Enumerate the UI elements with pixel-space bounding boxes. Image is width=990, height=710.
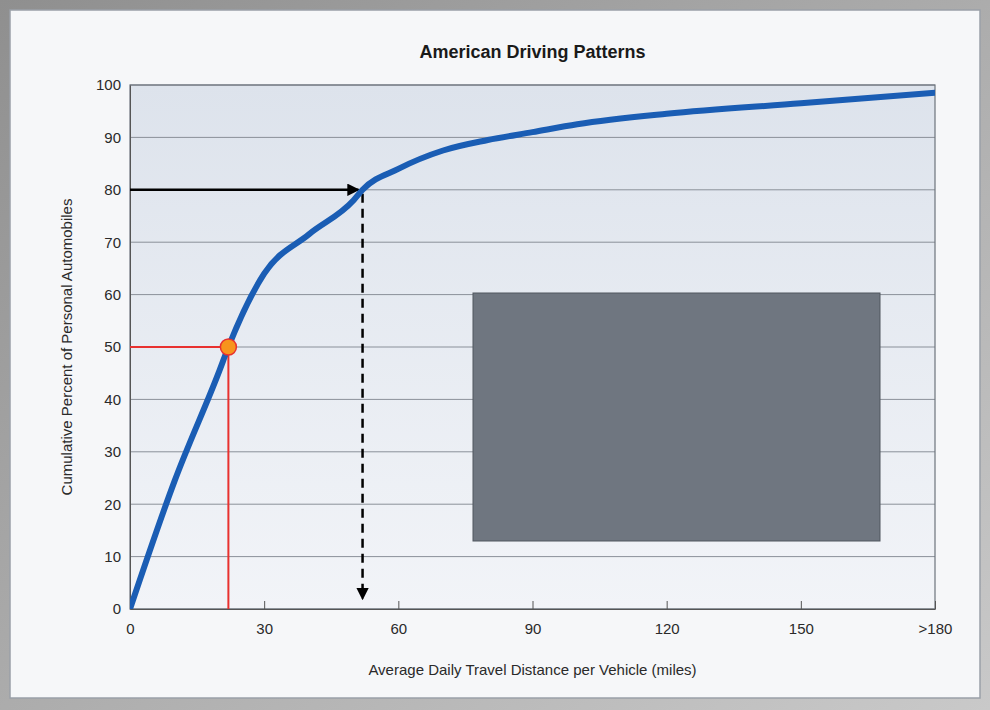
y-tick-label: 30 [104, 443, 121, 460]
grid-line [130, 137, 935, 138]
y-tick-label: 10 [104, 548, 121, 565]
x-tick-label: 150 [789, 620, 814, 637]
y-tick: 20 [104, 496, 130, 513]
grid-line [130, 189, 935, 190]
y-tick-label: 90 [104, 129, 121, 146]
outer-background [0, 0, 990, 710]
x-tick-label: 0 [126, 620, 134, 637]
y-tick-label: 60 [104, 286, 121, 303]
grid-line [130, 556, 935, 557]
x-tick-label: >180 [919, 620, 953, 637]
reference-line [130, 346, 228, 348]
y-tick: 0 [113, 600, 130, 617]
x-tick: >180 [919, 601, 953, 637]
x-tick: 90 [525, 601, 542, 637]
highlight-point [220, 339, 236, 355]
x-tick-label: 90 [525, 620, 542, 637]
y-axis: 0 10 20 30 40 50 60 70 80 90 100 [96, 76, 131, 617]
y-tick: 30 [104, 443, 130, 460]
y-tick: 10 [104, 548, 130, 565]
chart-svg: 0 30 60 90 120 150 >180 0 10 20 30 40 50 60 70 80 90 100 A… [0, 0, 990, 710]
y-tick: 100 [96, 76, 130, 93]
x-tick-label: 120 [655, 620, 680, 637]
x-tick-mark [801, 601, 802, 609]
chart-title: American Driving Patterns [419, 42, 645, 62]
grid-line [130, 242, 935, 243]
y-tick: 50 [104, 338, 130, 355]
x-tick: 150 [789, 601, 814, 637]
plot-frame [130, 85, 935, 609]
y-tick-label: 80 [104, 181, 121, 198]
y-tick-label: 0 [113, 600, 121, 617]
reference-arrow-dashed [361, 194, 364, 599]
y-tick: 40 [104, 391, 130, 408]
reference-arrow [130, 189, 359, 192]
grid [130, 85, 935, 609]
plot-marks [130, 93, 935, 609]
y-tick-label: 50 [104, 338, 121, 355]
y-tick-label: 100 [96, 76, 121, 93]
x-tick: 30 [256, 601, 273, 637]
data-line [130, 93, 935, 609]
y-tick-label: 70 [104, 234, 121, 251]
x-tick-mark [533, 601, 534, 609]
y-tick-label: 20 [104, 496, 121, 513]
y-tick-label: 40 [104, 391, 121, 408]
plot-background [130, 85, 935, 609]
x-tick-mark [398, 601, 399, 609]
photo [473, 293, 880, 541]
x-tick-mark [935, 601, 936, 609]
y-tick: 70 [104, 234, 130, 251]
x-tick: 120 [655, 601, 680, 637]
y-tick: 60 [104, 286, 130, 303]
x-tick-label: 30 [256, 620, 273, 637]
y-axis-title: Cumulative Percent of Personal Automobil… [58, 199, 75, 496]
x-tick-label: 60 [390, 620, 407, 637]
y-tick: 90 [104, 129, 130, 146]
y-tick: 80 [104, 181, 130, 198]
chart-panel [10, 10, 980, 698]
x-axis-line [131, 609, 936, 610]
reference-line [227, 347, 229, 609]
x-tick: 60 [390, 601, 407, 637]
x-axis-title: Average Daily Travel Distance per Vehicl… [368, 661, 696, 678]
x-tick-mark [667, 601, 668, 609]
x-axis: 0 30 60 90 120 150 >180 [126, 601, 952, 637]
x-tick-mark [264, 601, 265, 609]
